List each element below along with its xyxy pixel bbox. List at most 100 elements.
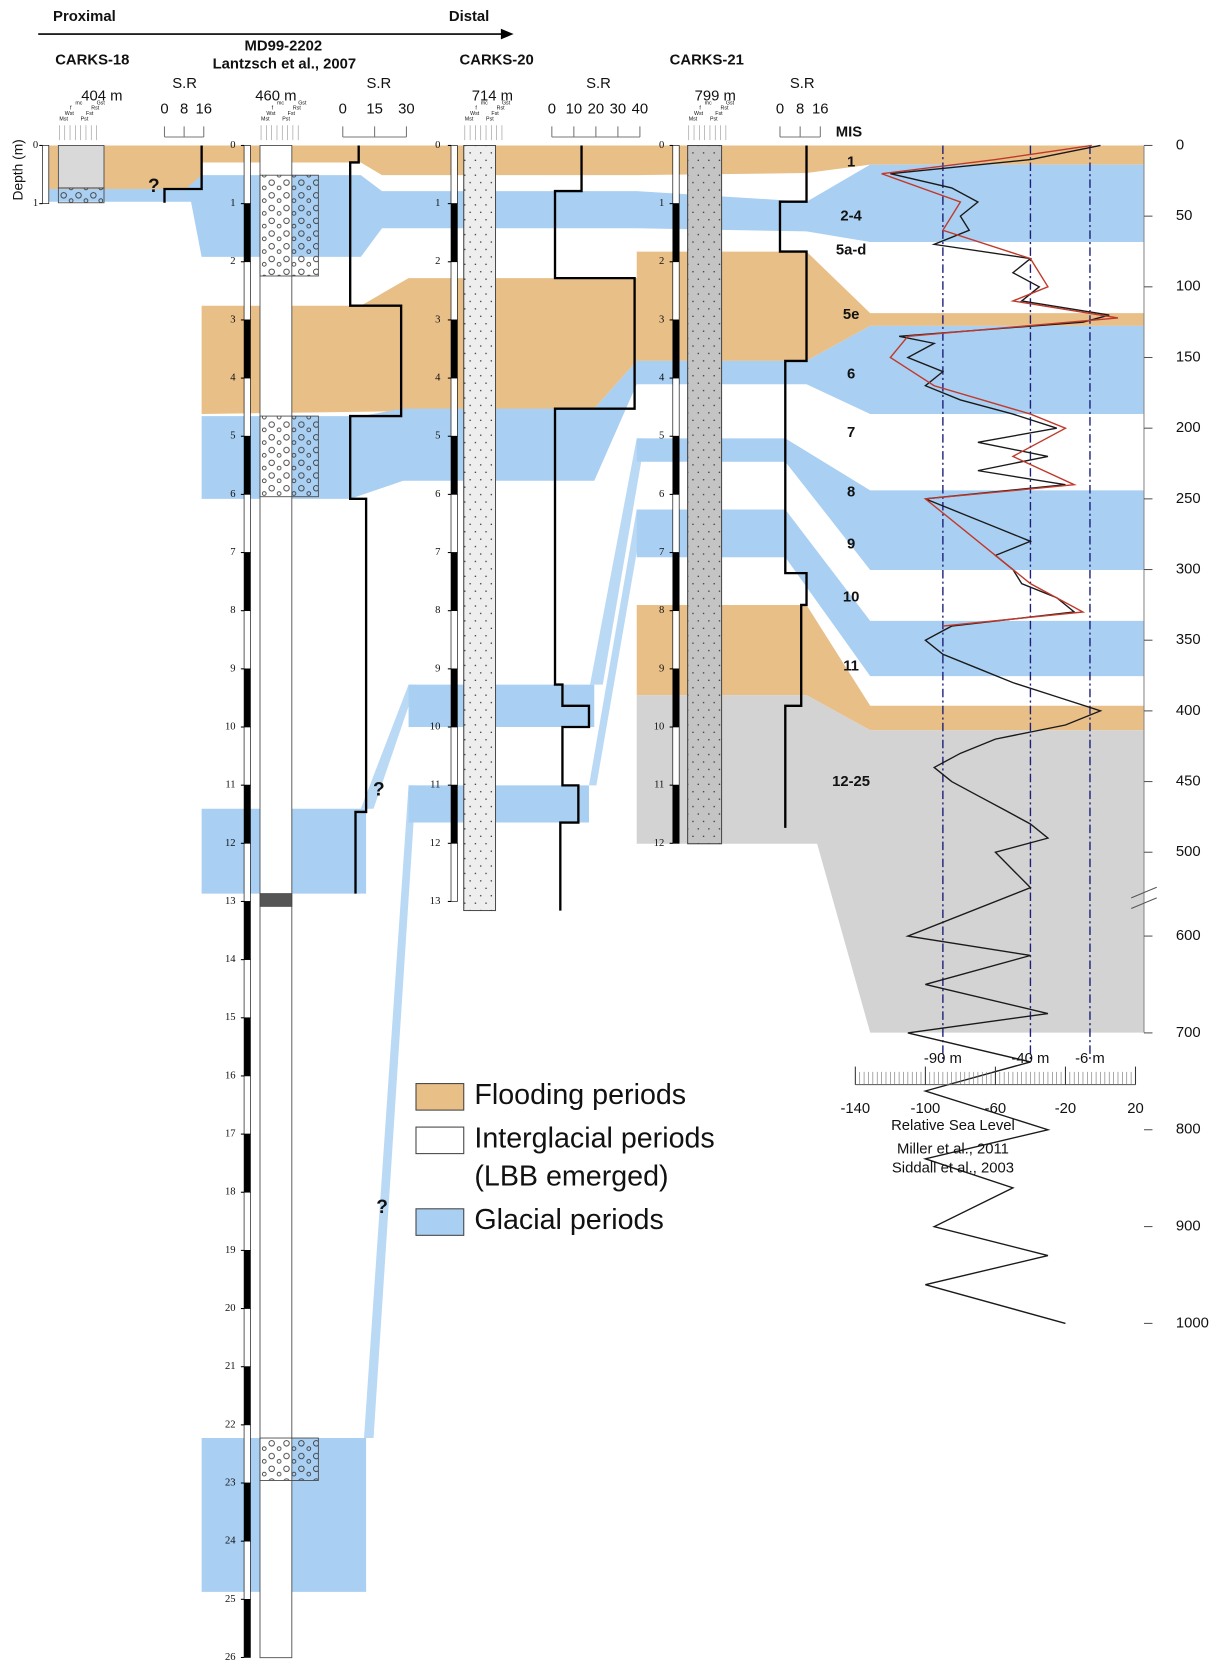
glacial-band bbox=[636, 438, 1144, 570]
depth-tick-label: 2 bbox=[659, 256, 664, 267]
water-depth: 460 m bbox=[255, 89, 296, 105]
depth-tick-label: 26 bbox=[225, 1652, 236, 1663]
depth-bar-segment bbox=[243, 1599, 251, 1658]
depth-bar-segment bbox=[450, 610, 458, 670]
lithology bbox=[57, 145, 723, 1659]
grain-size-class: Wst bbox=[694, 111, 704, 117]
depth-tick-label: 21 bbox=[225, 1361, 236, 1372]
depth-bar-segment bbox=[243, 668, 251, 728]
depth-tick-label: 8 bbox=[230, 605, 235, 616]
depth-bar-segment bbox=[243, 377, 251, 437]
x-tick-label: -20 bbox=[1055, 1101, 1076, 1117]
depth-tick-label: 4 bbox=[435, 373, 441, 384]
legend-swatch bbox=[415, 1208, 465, 1236]
mis-stage: 5e bbox=[843, 307, 860, 323]
age-tick-label: 200 bbox=[1176, 420, 1201, 436]
depth-tick-label: 11 bbox=[654, 780, 664, 791]
glacial-band bbox=[363, 785, 416, 1439]
depth-tick-label: 6 bbox=[659, 489, 664, 500]
glacial-band bbox=[408, 785, 589, 823]
depth-tick-label: 0 bbox=[659, 140, 664, 151]
glacial-band bbox=[42, 164, 1144, 257]
depth-tick-label: 4 bbox=[659, 373, 665, 384]
depth-bar-segment bbox=[450, 552, 458, 612]
grain-size-class: Fst bbox=[86, 111, 94, 117]
depth-bar-segment bbox=[672, 726, 680, 786]
water-depth: 404 m bbox=[81, 89, 122, 105]
depth-tick-label: 9 bbox=[230, 663, 235, 674]
depth-tick-label: 15 bbox=[225, 1012, 236, 1023]
depth-tick-label: 5 bbox=[435, 431, 440, 442]
depth-tick-label: 8 bbox=[659, 605, 664, 616]
grain-size-class: Gst bbox=[97, 100, 106, 106]
age-tick-label: 450 bbox=[1176, 773, 1201, 789]
depth-tick-label: 11 bbox=[430, 780, 440, 791]
lithology-unit bbox=[259, 415, 319, 498]
grain-size-class: Gst bbox=[502, 100, 511, 106]
grain-size-class: Gst bbox=[726, 100, 735, 106]
depth-tick-label: 20 bbox=[225, 1303, 236, 1314]
lithology-unit bbox=[57, 145, 105, 189]
depth-bar-segment bbox=[672, 494, 680, 553]
depth-tick-label: 16 bbox=[225, 1070, 236, 1081]
depth-tick-label: 12 bbox=[654, 838, 665, 849]
depth-bar-segment bbox=[450, 726, 458, 786]
grain-size-class: Rst bbox=[721, 106, 729, 112]
series-source: Miller et al., 2011 bbox=[897, 1141, 1009, 1157]
depth-bar-segment bbox=[672, 668, 680, 728]
axis-break bbox=[1131, 886, 1157, 899]
depth-bar-segment bbox=[243, 1482, 251, 1542]
depth-bar-segment bbox=[243, 901, 251, 960]
depth-tick-label: 7 bbox=[435, 547, 440, 558]
depth-bar-segment bbox=[450, 203, 458, 263]
mis-stage: 1 bbox=[847, 154, 855, 170]
mis-stage: 9 bbox=[847, 536, 855, 552]
sr-tick-label: 16 bbox=[812, 101, 829, 117]
depth-tick-label: 6 bbox=[435, 489, 440, 500]
mis-stage: 12-25 bbox=[832, 774, 870, 790]
depth-bar-segment bbox=[672, 552, 680, 612]
glacial-band bbox=[360, 684, 416, 809]
sr-curve bbox=[349, 145, 403, 894]
distal-label: Distal bbox=[449, 9, 489, 25]
x-tick-label: 20 bbox=[1127, 1101, 1144, 1117]
grain-size-class: f bbox=[699, 106, 701, 112]
depth-bar-segment bbox=[672, 145, 680, 204]
grain-size-class: Gst bbox=[298, 100, 307, 106]
mis-stage: 2-4 bbox=[840, 208, 862, 224]
grain-size-class: mc bbox=[705, 100, 712, 106]
grain-size-class: f bbox=[272, 106, 274, 112]
sr-tick-label: 8 bbox=[796, 101, 804, 117]
depth-tick-label: 8 bbox=[435, 605, 440, 616]
sr-label: S.R bbox=[586, 76, 611, 92]
age-tick-label: 800 bbox=[1176, 1122, 1201, 1138]
depth-bar-segment bbox=[243, 1191, 251, 1251]
age-tick-label: 250 bbox=[1176, 491, 1201, 507]
sr-tick-label: 30 bbox=[398, 101, 415, 117]
mis-stage: 7 bbox=[847, 425, 855, 441]
legend-label: Glacial periods bbox=[474, 1204, 663, 1236]
depth-tick-label: 19 bbox=[225, 1245, 236, 1256]
sr-tick-label: 16 bbox=[195, 101, 212, 117]
depth-bar-segment bbox=[42, 145, 50, 204]
depth-bar-segment bbox=[243, 494, 251, 553]
sr-tick-label: 15 bbox=[366, 101, 383, 117]
depth-bar-segment bbox=[243, 435, 251, 495]
depth-bar-segment bbox=[243, 610, 251, 670]
grain-size-class: Mst bbox=[689, 116, 698, 122]
depth-tick-label: 0 bbox=[435, 140, 440, 151]
grain-size-class: mc bbox=[481, 100, 488, 106]
sr-curve bbox=[778, 145, 808, 828]
depth-tick-label: 5 bbox=[230, 431, 235, 442]
depth-tick-label: 25 bbox=[225, 1594, 236, 1605]
grain-size-class: f bbox=[475, 106, 477, 112]
depth-bar-segment bbox=[243, 1017, 251, 1077]
age-tick-label: 300 bbox=[1176, 561, 1201, 577]
depth-bar-segment bbox=[672, 784, 680, 844]
period-bands bbox=[42, 145, 1144, 1592]
lithology-unit bbox=[463, 145, 497, 912]
glacial-band bbox=[636, 509, 1144, 677]
legend-label: Interglacial periods bbox=[474, 1122, 714, 1154]
sr-tick-label: 0 bbox=[339, 101, 347, 117]
mis-stage: 8 bbox=[847, 484, 855, 500]
